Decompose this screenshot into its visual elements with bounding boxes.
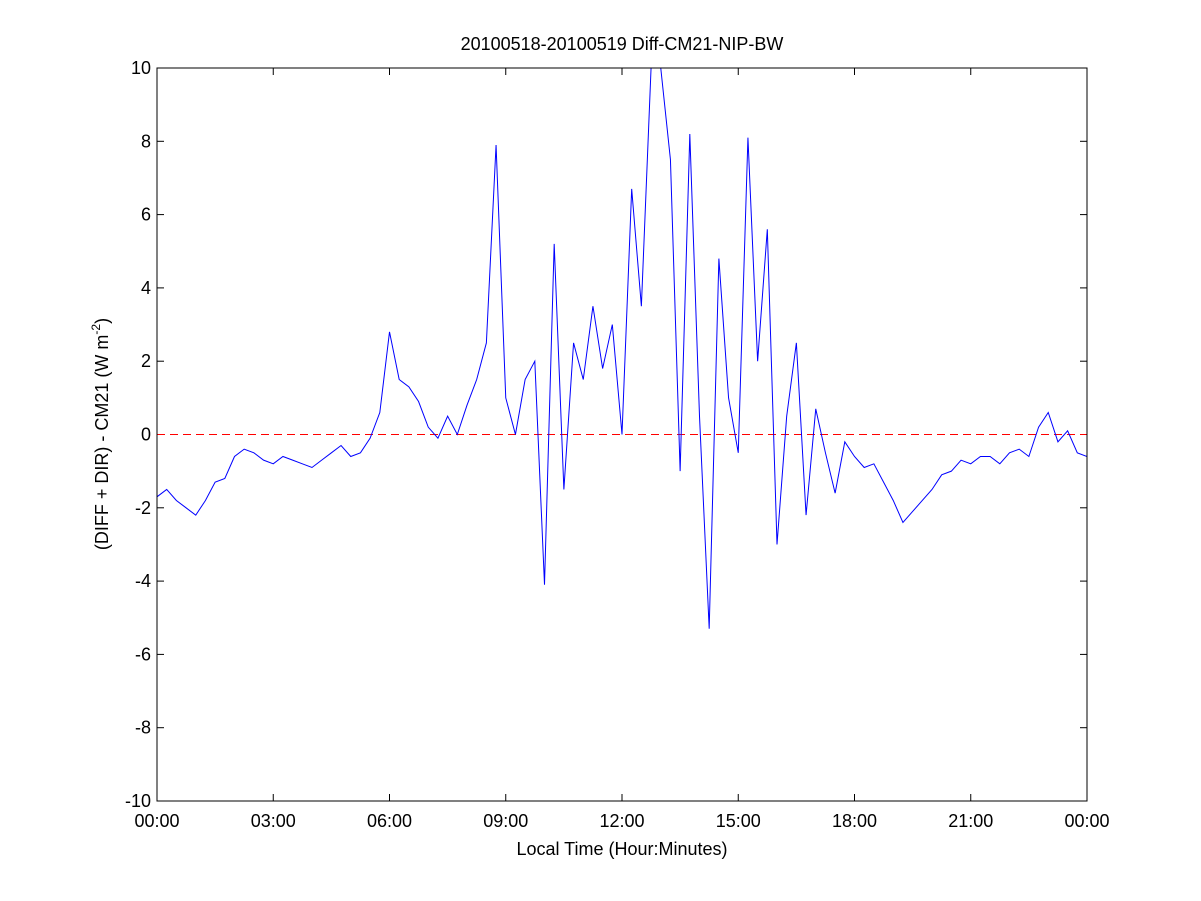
x-tick-label: 00:00 (1064, 811, 1109, 831)
y-tick-label: 0 (141, 425, 151, 445)
y-tick-label: 10 (131, 58, 151, 78)
y-tick-label: -6 (135, 644, 151, 664)
x-tick-label: 21:00 (948, 811, 993, 831)
y-axis-label-main: (DIFF + DIR) - CM21 (W m (92, 335, 112, 550)
y-tick-label: -2 (135, 498, 151, 518)
y-tick-label: -4 (135, 571, 151, 591)
x-tick-label: 15:00 (716, 811, 761, 831)
x-tick-label: 18:00 (832, 811, 877, 831)
y-tick-label: 2 (141, 351, 151, 371)
y-tick-label: 6 (141, 205, 151, 225)
plot-frame (156, 67, 1088, 802)
data-line (157, 68, 1087, 629)
chart-title: 20100518-20100519 Diff-CM21-NIP-BW (461, 34, 784, 54)
x-tick-label: 06:00 (367, 811, 412, 831)
x-tick-label: 03:00 (251, 811, 296, 831)
y-axis-label-sup: -2 (89, 324, 103, 335)
x-tick-label: 00:00 (134, 811, 179, 831)
y-tick-label: 8 (141, 131, 151, 151)
x-axis-label: Local Time (Hour:Minutes) (516, 839, 727, 859)
y-tick-label: -8 (135, 718, 151, 738)
y-axis-label: (DIFF + DIR) - CM21 (W m-2) (89, 318, 112, 550)
y-tick-label: 4 (141, 278, 151, 298)
y-axis-label-end: ) (92, 318, 112, 324)
y-tick-label: -10 (125, 791, 151, 811)
x-tick-label: 12:00 (599, 811, 644, 831)
series-group (157, 68, 1087, 629)
x-tick-label: 09:00 (483, 811, 528, 831)
